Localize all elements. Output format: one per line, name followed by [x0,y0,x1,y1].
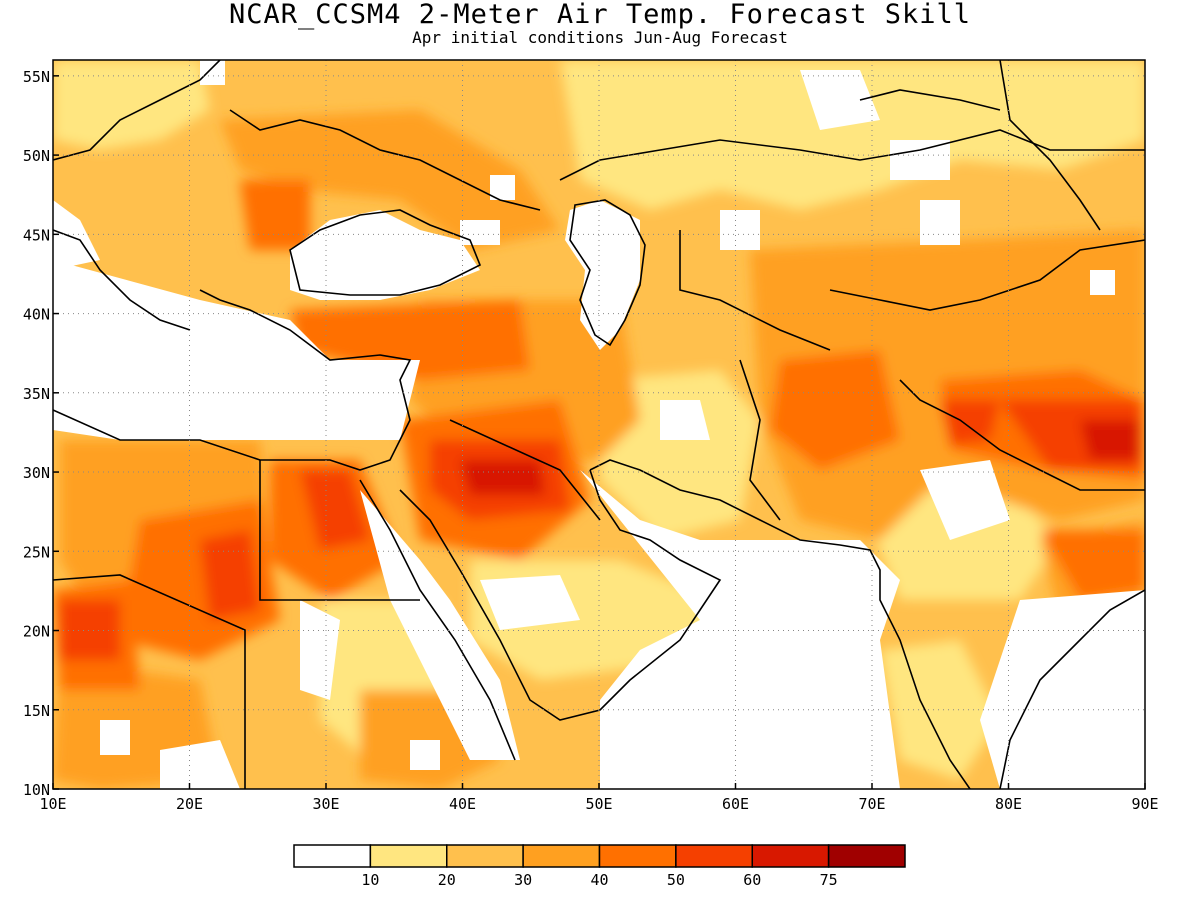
latitude-tick-label: 45N [23,226,50,244]
longitude-tick-label: 70E [858,795,885,813]
longitude-tick-label: 50E [585,795,612,813]
longitude-tick-label: 20E [176,795,203,813]
colorbar-swatch [675,844,753,868]
grid-lines [53,60,1145,789]
longitude-tick-label: 60E [722,795,749,813]
colorbar-swatch [751,844,830,868]
colorbar-swatch [522,844,601,868]
colorbar-swatch [598,844,677,868]
longitude-tick-label: 10E [39,795,66,813]
map-title: NCAR_CCSM4 2-Meter Air Temp. Forecast Sk… [229,0,971,30]
colorbar-label: 20 [438,871,456,889]
longitude-tick-label: 30E [312,795,339,813]
latitude-tick-label: 15N [23,702,50,720]
latitude-tick-label: 55N [23,68,50,86]
longitude-tick-label: 40E [449,795,476,813]
latitude-tick-label: 50N [23,147,50,165]
coastlines-borders [53,60,1145,789]
colorbar-swatch [369,844,448,868]
colorbar-swatch [827,844,906,868]
map-subtitle: Apr initial conditions Jun-Aug Forecast [412,28,788,47]
latitude-tick-label: 10N [23,781,50,799]
latitude-tick-label: 30N [23,464,50,482]
latitude-tick-label: 35N [23,385,50,403]
latitude-labels: 10N 15N 20N 25N 30N 35N 40N 45N 50N 55N [23,68,59,799]
colorbar-label: 60 [743,871,761,889]
latitude-tick-label: 20N [23,623,50,641]
colorbar-swatch [293,844,372,868]
longitude-tick-label: 80E [995,795,1022,813]
longitude-labels: 10E 20E 30E 40E 50E 60E 70E 80E 90E [39,783,1159,813]
colorbar-swatch [446,844,524,868]
colorbar-label: 75 [820,871,838,889]
colorbar-label: 50 [667,871,685,889]
colorbar-label: 40 [590,871,608,889]
colorbar-label: 30 [514,871,532,889]
colorbar: 10 20 30 40 50 60 75 [293,844,906,889]
low-skill-areas [53,60,1145,789]
latitude-tick-label: 40N [23,306,50,324]
latitude-tick-label: 25N [23,543,50,561]
colorbar-label: 10 [361,871,379,889]
longitude-tick-label: 90E [1131,795,1158,813]
skill-field [53,60,1145,789]
